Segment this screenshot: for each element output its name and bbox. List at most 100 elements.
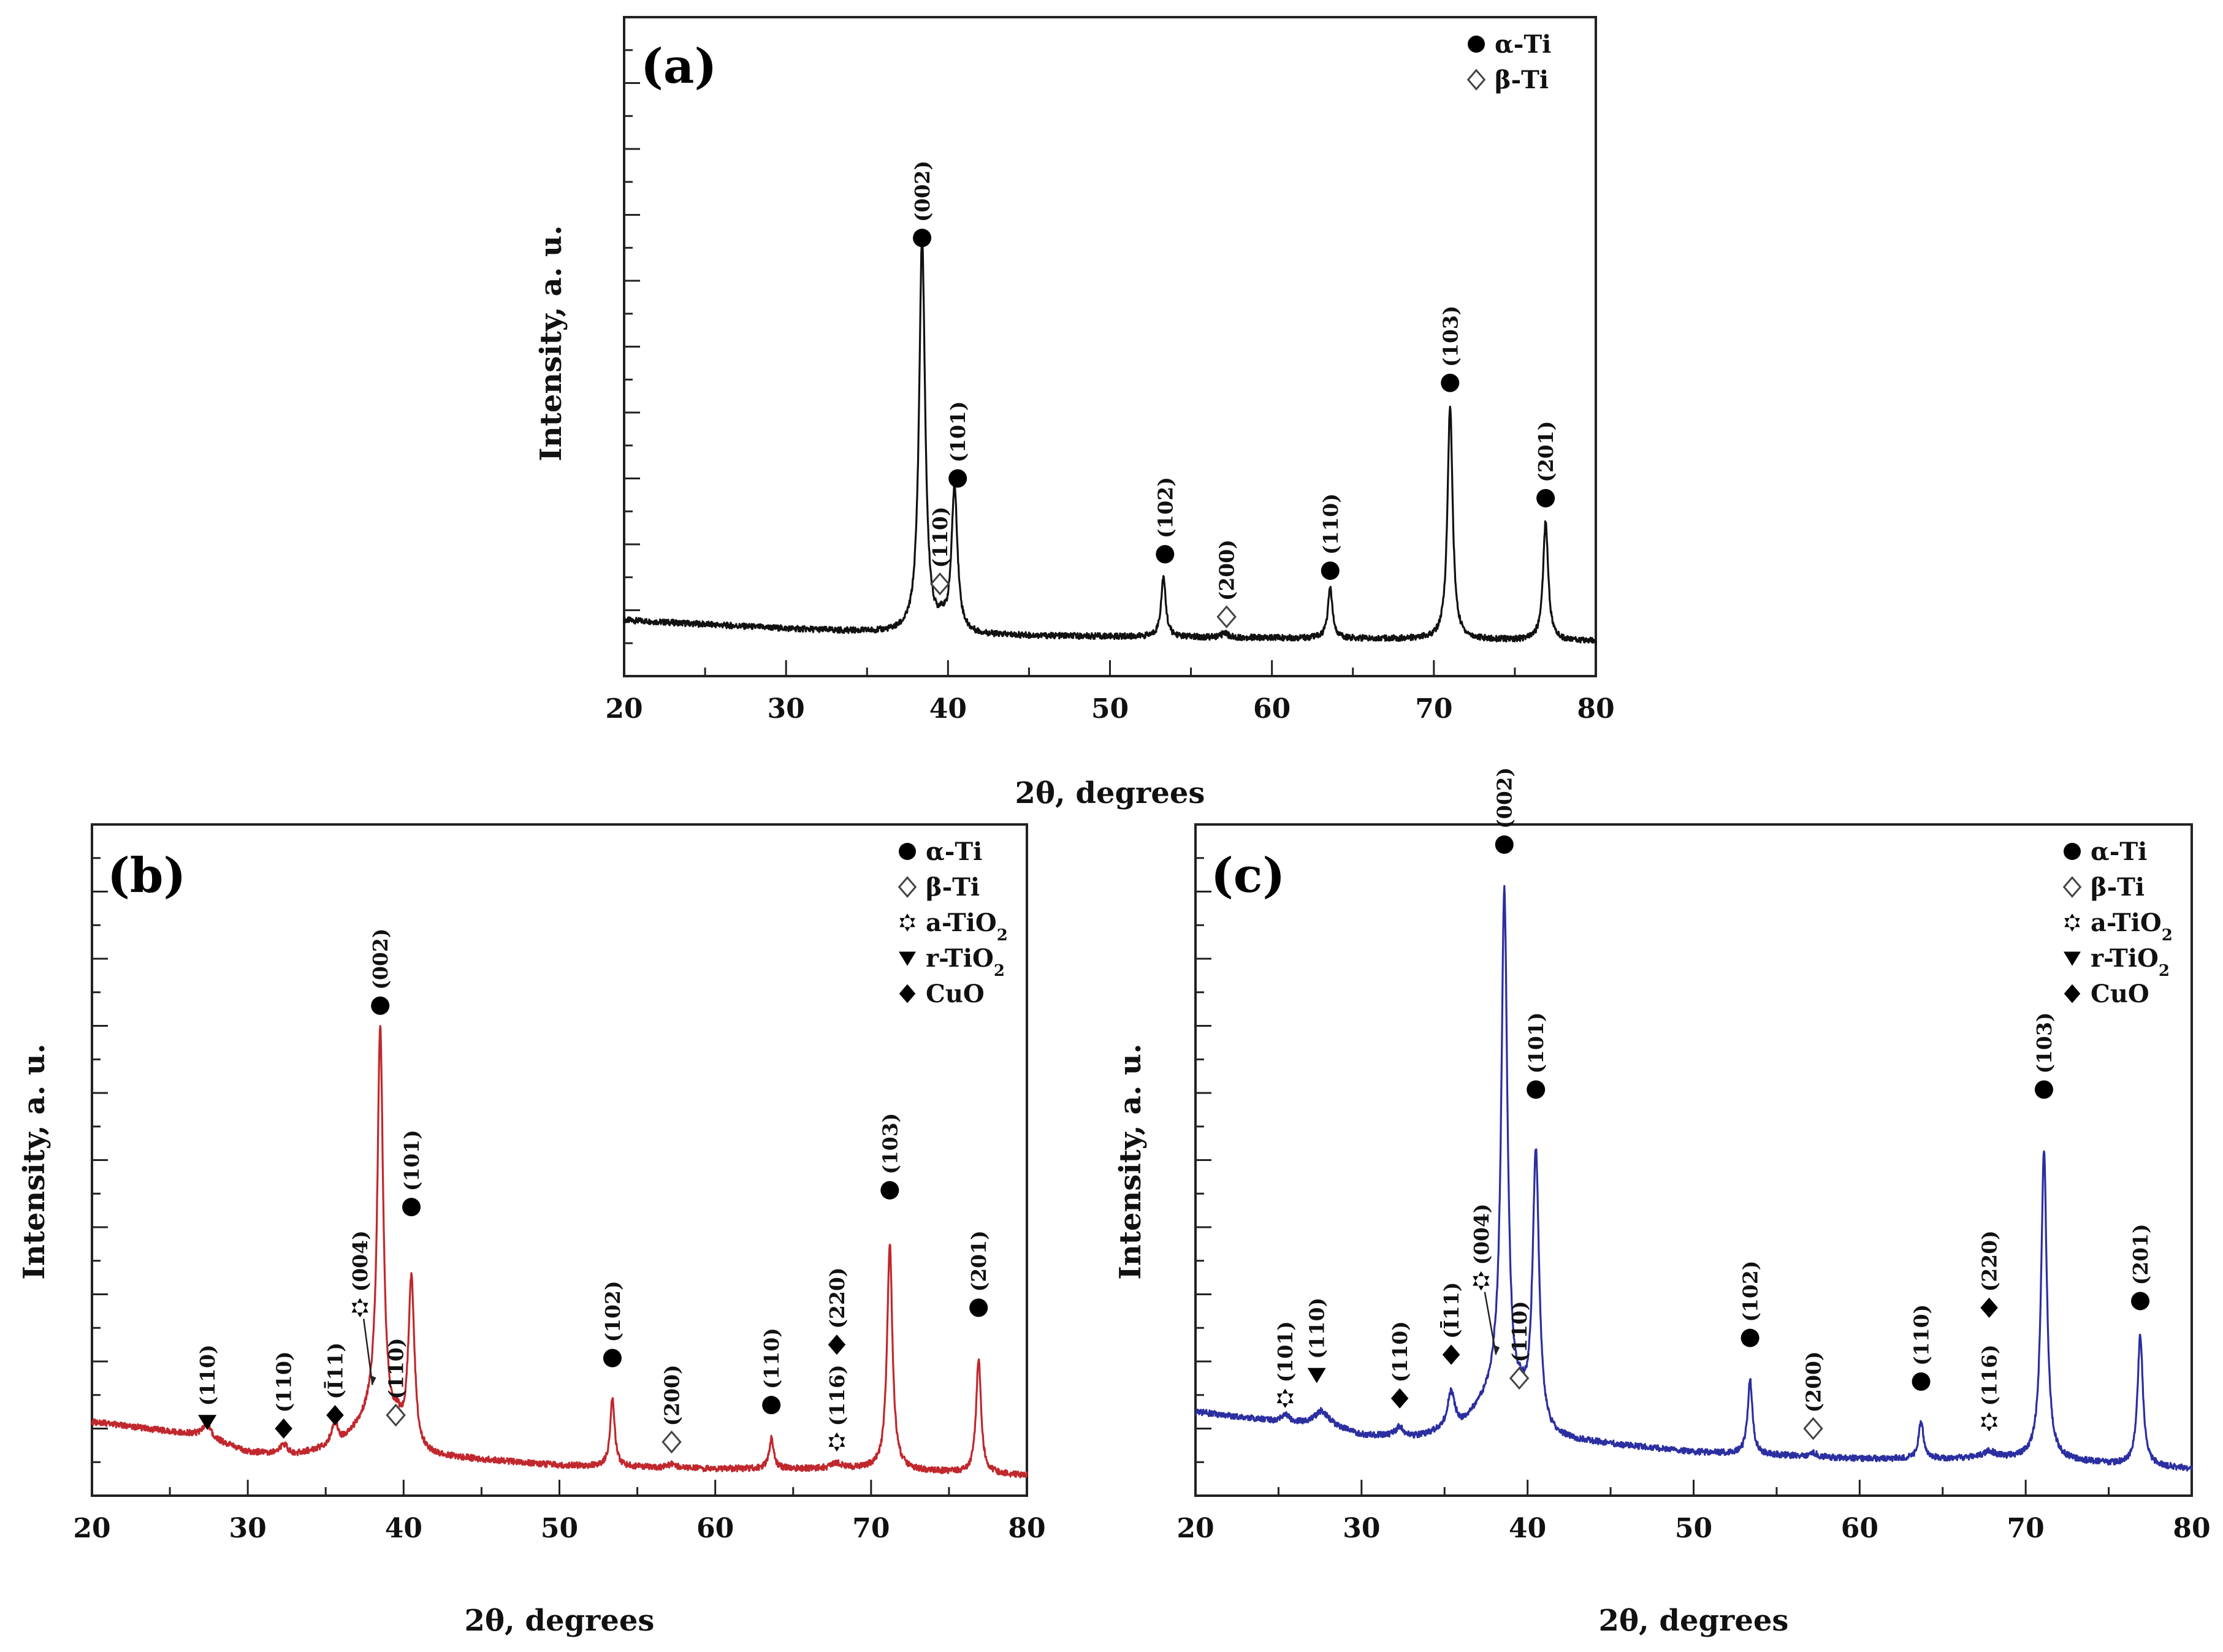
peak-annotation: (110) xyxy=(760,1328,784,1415)
x-tick-label: 30 xyxy=(768,693,805,725)
peak-label: (201) xyxy=(967,1230,991,1292)
legend-entry: β-Ti xyxy=(926,873,980,902)
peak-label: (201) xyxy=(1534,421,1558,482)
peak-label: (110) xyxy=(760,1328,784,1389)
legend-subscript: 2 xyxy=(997,926,1008,945)
x-tick-label: 20 xyxy=(1176,1513,1214,1544)
peak-marker-circle xyxy=(2034,1080,2053,1099)
peak-annotation: (102) xyxy=(1153,477,1177,564)
peak-annotation: (110) xyxy=(1319,493,1343,580)
x-tick-label: 60 xyxy=(1841,1513,1878,1544)
peak-marker-circle xyxy=(1527,1080,1546,1099)
x-tick-label: 40 xyxy=(929,693,967,725)
peak-marker-diamond-open xyxy=(1509,1366,1530,1390)
legend-entry: a-TiO2 xyxy=(2091,908,2173,945)
peak-marker-diamond xyxy=(275,1418,292,1439)
peak-label: (002) xyxy=(368,929,392,990)
peak-marker-diamond xyxy=(1390,1388,1409,1409)
peak-label: (220) xyxy=(1978,1230,2002,1292)
panel-tag: (a) xyxy=(641,39,717,94)
peak-marker-star xyxy=(351,1298,368,1318)
peak-marker-circle xyxy=(1495,835,1514,854)
legend-marker-circle xyxy=(2064,843,2081,860)
arrow-line xyxy=(1484,1292,1497,1355)
legend-marker-diamond xyxy=(2064,984,2081,1003)
legend-marker-circle xyxy=(899,843,916,860)
peak-marker-circle xyxy=(402,1198,421,1217)
peak-label: (110) xyxy=(928,506,952,568)
x-tick-label: 50 xyxy=(541,1513,578,1544)
x-tick-label: 50 xyxy=(1675,1513,1712,1544)
legend-marker-diamond-open xyxy=(2062,876,2082,898)
x-tick-label: 60 xyxy=(696,1513,734,1544)
legend-marker-triangle-down xyxy=(2064,951,2081,966)
x-axis-label: 2θ, degrees xyxy=(465,1604,655,1638)
x-axis-label: 2θ, degrees xyxy=(1599,1604,1789,1638)
peak-marker-circle xyxy=(948,469,967,488)
legend-entry: CuO xyxy=(926,980,985,1008)
peak-label: (004) xyxy=(348,1230,372,1292)
legend-entry: β-Ti xyxy=(2091,873,2145,902)
legend-subscript: 2 xyxy=(2162,926,2173,945)
peak-marker-circle xyxy=(913,229,932,248)
peak-annotation: (110) xyxy=(1388,1321,1412,1409)
peak-label: (110) xyxy=(196,1344,219,1406)
peak-marker-circle xyxy=(1321,561,1340,580)
legend-entry: r-TiO2 xyxy=(2091,944,2170,980)
peak-label: (002) xyxy=(1493,767,1517,829)
peak-label: (Ī11) xyxy=(324,1342,348,1399)
x-tick-label: 70 xyxy=(852,1513,890,1544)
legend-entry: r-TiO2 xyxy=(926,944,1005,980)
peak-label: (103) xyxy=(878,1113,902,1174)
y-axis-label: Intensity, a. u. xyxy=(534,225,568,461)
peak-annotation: (Ī11) xyxy=(1439,1282,1463,1365)
peak-annotation: (103) xyxy=(878,1113,902,1200)
x-tick-label: 40 xyxy=(385,1513,422,1544)
peak-label: (110) xyxy=(1305,1298,1329,1359)
peak-annotation: (004) xyxy=(1470,1203,1500,1355)
peak-marker-diamond-open xyxy=(1803,1417,1823,1441)
peak-marker-diamond-open xyxy=(1216,605,1237,629)
peak-annotation: (103) xyxy=(2032,1012,2056,1099)
peak-label: (110) xyxy=(1319,493,1343,555)
peak-marker-star xyxy=(1980,1412,1998,1432)
peak-marker-circle xyxy=(371,996,390,1015)
peak-annotation: (110) xyxy=(1305,1298,1329,1384)
legend-entry: a-TiO2 xyxy=(926,908,1008,945)
peak-marker-circle xyxy=(603,1349,622,1368)
panel-tag: (b) xyxy=(107,848,186,904)
x-tick-label: 20 xyxy=(605,693,642,725)
peak-marker-circle xyxy=(1536,489,1555,508)
peak-label: (004) xyxy=(1470,1203,1493,1265)
peak-marker-diamond xyxy=(1442,1344,1460,1365)
peak-annotation: (200) xyxy=(1802,1351,1826,1441)
y-axis-label: Intensity, a. u. xyxy=(1113,1043,1148,1279)
x-tick-label: 20 xyxy=(73,1513,110,1544)
legend-entry: α-Ti xyxy=(1495,30,1551,59)
panel-tag: (c) xyxy=(1211,848,1285,904)
legend-marker-star xyxy=(899,913,915,932)
x-tick-label: 80 xyxy=(1577,693,1614,725)
peak-label: (103) xyxy=(2032,1012,2056,1073)
peak-label: (220) xyxy=(825,1268,849,1329)
legend-entry: α-Ti xyxy=(926,837,982,866)
peak-annotation: (110) xyxy=(928,506,952,596)
peak-label: (110) xyxy=(1388,1321,1412,1382)
peak-marker-star xyxy=(1276,1388,1294,1408)
plot-frame xyxy=(1194,823,2193,1497)
peak-annotation: (102) xyxy=(1739,1261,1763,1347)
peak-annotation: (220) xyxy=(1978,1230,2002,1318)
panel-c: 20 30 40 50 60 70 80 2θ, degrees Intensity, a. u… xyxy=(1113,767,2211,1638)
x-tick-label: 30 xyxy=(229,1513,267,1544)
peak-annotation: (220) xyxy=(825,1268,849,1355)
x-tick-label: 80 xyxy=(1008,1513,1045,1544)
x-tick-label: 70 xyxy=(2007,1513,2045,1544)
peak-annotation: (101) xyxy=(946,401,970,488)
legend-marker-star xyxy=(2064,913,2080,932)
legend-entry: CuO xyxy=(2091,980,2149,1008)
peak-label: (101) xyxy=(1273,1321,1297,1382)
legend-marker-circle xyxy=(1468,36,1485,53)
